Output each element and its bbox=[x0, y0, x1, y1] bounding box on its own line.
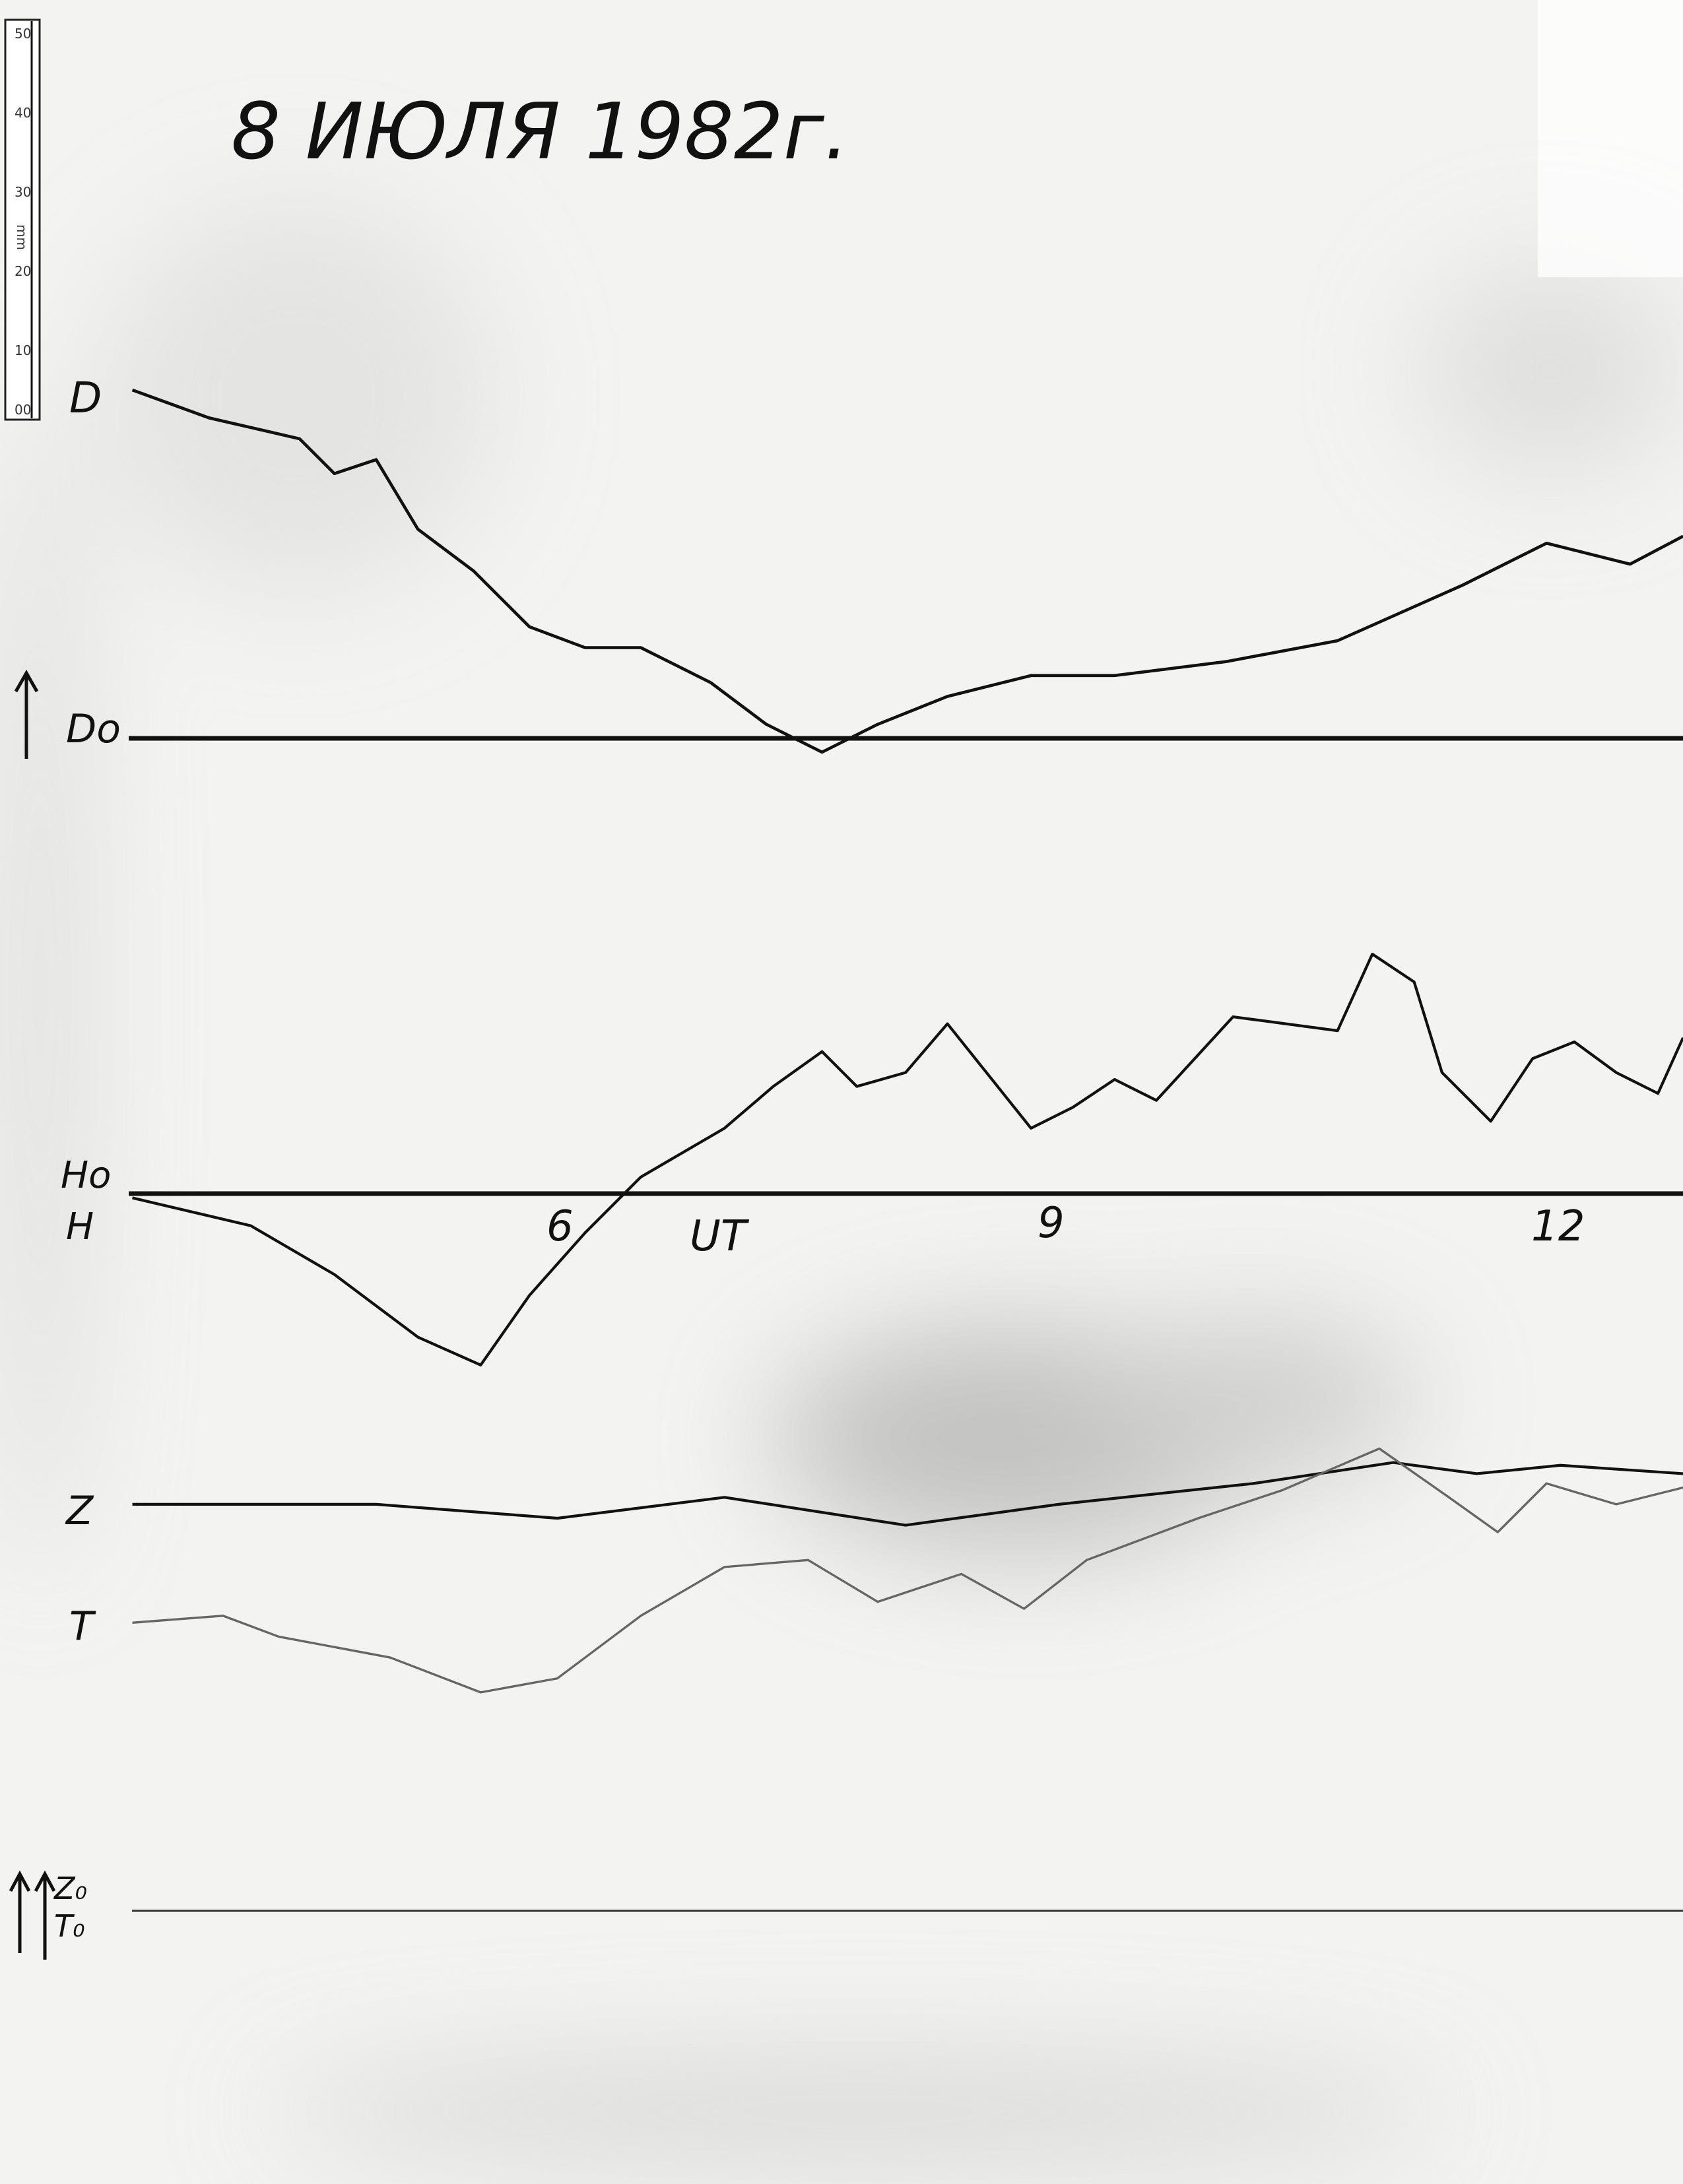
t-trace bbox=[132, 1447, 1683, 1694]
trace-label: T bbox=[69, 1603, 96, 1650]
time-axis-label: UT bbox=[690, 1212, 750, 1261]
title: 8 ИЮЛЯ 1982г. bbox=[231, 86, 849, 177]
trace-label: Ho bbox=[61, 1154, 111, 1197]
ruler-tick: 30 bbox=[15, 184, 31, 200]
ruler-tick: 20 bbox=[15, 263, 31, 279]
ruler-tick: 40 bbox=[15, 105, 31, 121]
z-trace bbox=[132, 1461, 1683, 1527]
arrows bbox=[9, 669, 56, 1960]
trace-label: T₀ bbox=[54, 1908, 85, 1944]
ruler-tick: 50 bbox=[15, 26, 31, 42]
trace-label: Do bbox=[66, 706, 121, 752]
trace-label: Z bbox=[65, 1488, 94, 1534]
arrow bbox=[34, 1870, 56, 1960]
time-tick: 12 bbox=[1531, 1202, 1585, 1251]
d-trace bbox=[131, 388, 1683, 754]
ruler-unit: mm bbox=[14, 224, 30, 250]
ruler-frame bbox=[4, 18, 41, 421]
light-patch bbox=[1538, 0, 1683, 277]
trace-label: H bbox=[66, 1205, 94, 1248]
trace-label: D bbox=[69, 374, 102, 423]
time-tick: 9 bbox=[1038, 1199, 1065, 1248]
trace-label: Z₀ bbox=[53, 1871, 87, 1906]
time-tick: 6 bbox=[546, 1202, 574, 1251]
ruler-tick: 00 bbox=[15, 402, 31, 418]
ruler: 50 40 30 20 10 00 mm bbox=[4, 18, 41, 421]
h-trace bbox=[132, 952, 1683, 1366]
arrow bbox=[9, 1870, 31, 1953]
traces bbox=[131, 388, 1683, 1694]
ruler-tick: 10 bbox=[15, 342, 31, 358]
arrow bbox=[14, 669, 39, 759]
